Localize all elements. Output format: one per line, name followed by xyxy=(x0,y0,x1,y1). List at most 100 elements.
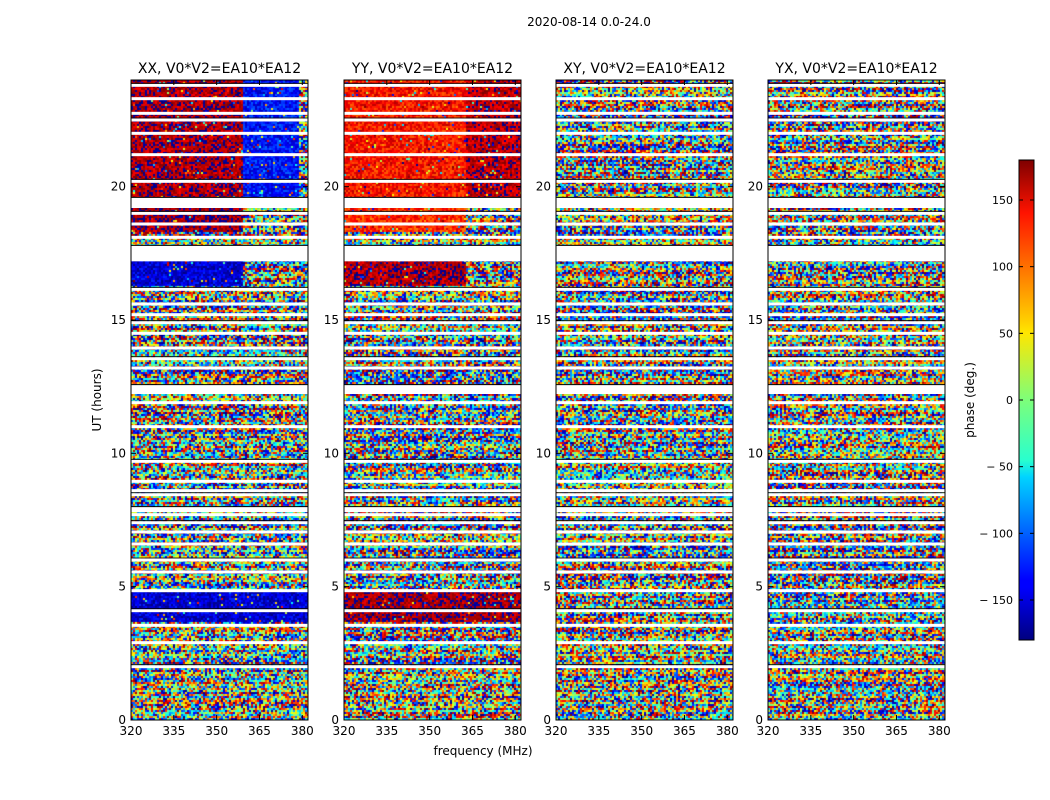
flagged-row xyxy=(344,302,521,306)
flagged-row xyxy=(556,479,733,483)
flagged-row xyxy=(344,489,521,493)
flagged-row xyxy=(768,641,945,645)
y-tick-label: 5 xyxy=(755,580,763,594)
y-tick-label: 10 xyxy=(324,446,339,460)
flagged-row xyxy=(768,401,945,405)
y-tick-label: 15 xyxy=(536,313,551,327)
flagged-row xyxy=(131,570,308,574)
flagged-row xyxy=(768,97,945,101)
flagged-row xyxy=(344,83,521,87)
panel-frame xyxy=(555,79,734,721)
x-tick-label: 320 xyxy=(545,724,568,738)
flagged-row xyxy=(556,623,733,627)
y-axis-label: UT (hours) xyxy=(90,368,104,431)
flagged-gap xyxy=(768,384,945,394)
heatmap-yx xyxy=(768,80,945,720)
flagged-row xyxy=(131,179,308,183)
panel-frame xyxy=(130,79,309,721)
flagged-row xyxy=(131,83,308,87)
flagged-row xyxy=(344,313,521,317)
flagged-row xyxy=(131,589,308,593)
flagged-row xyxy=(131,401,308,405)
flagged-row xyxy=(131,331,308,335)
colorbar-tick-label: 100 xyxy=(992,261,1013,274)
flagged-row xyxy=(556,665,733,669)
flagged-gap xyxy=(131,245,308,262)
flagged-row xyxy=(344,366,521,370)
y-tick-label: 5 xyxy=(543,580,551,594)
flagged-row xyxy=(131,302,308,306)
figure-suptitle: 2020-08-14 0.0-24.0 xyxy=(527,15,651,29)
flagged-row xyxy=(768,366,945,370)
y-tick-label: 0 xyxy=(118,713,126,727)
flagged-row xyxy=(556,346,733,350)
flagged-gap xyxy=(556,197,733,208)
colorbar-tick-label: − 100 xyxy=(979,527,1013,540)
flagged-row xyxy=(556,425,733,429)
flagged-row xyxy=(344,570,521,574)
x-tick-label: 380 xyxy=(928,724,951,738)
flagged-row xyxy=(344,459,521,463)
flagged-row xyxy=(556,111,733,115)
flagged-row xyxy=(768,118,945,122)
flagged-row xyxy=(344,623,521,627)
y-tick-label: 20 xyxy=(748,180,763,194)
flagged-row xyxy=(556,641,733,645)
flagged-row xyxy=(768,331,945,335)
flagged-row xyxy=(556,302,733,306)
flagged-row xyxy=(556,570,733,574)
flagged-row xyxy=(344,131,521,135)
x-tick-label: 365 xyxy=(248,724,271,738)
y-tick-label: 10 xyxy=(748,446,763,460)
flagged-gap xyxy=(344,384,521,394)
flagged-row xyxy=(131,609,308,613)
flagged-row xyxy=(768,321,945,325)
flagged-row xyxy=(768,570,945,574)
flagged-row xyxy=(556,521,733,525)
flagged-row xyxy=(768,287,945,291)
x-tick-label: 320 xyxy=(757,724,780,738)
flagged-row xyxy=(556,235,733,239)
flagged-gap xyxy=(344,197,521,208)
flagged-row xyxy=(131,118,308,122)
panel-xx: XX, V0*V2=EA10*EA12 320 335 350 365 380 0 5 10 15… xyxy=(111,61,314,738)
colorbar-tick-label: − 150 xyxy=(979,594,1013,607)
y-tick-label: 10 xyxy=(536,446,551,460)
flagged-row xyxy=(131,425,308,429)
flagged-row xyxy=(768,609,945,613)
flagged-row xyxy=(131,521,308,525)
flagged-gap xyxy=(768,506,945,512)
flagged-row xyxy=(344,425,521,429)
flagged-row xyxy=(768,521,945,525)
heatmap-canvas-xx xyxy=(131,80,308,720)
flagged-gap xyxy=(344,506,521,512)
flagged-row xyxy=(556,489,733,493)
flagged-row xyxy=(344,589,521,593)
flagged-row xyxy=(556,222,733,226)
flagged-row xyxy=(344,530,521,534)
flagged-row xyxy=(344,641,521,645)
flagged-row xyxy=(131,558,308,562)
flagged-row xyxy=(556,366,733,370)
x-tick-label: 365 xyxy=(673,724,696,738)
y-tick-label: 5 xyxy=(118,580,126,594)
flagged-row xyxy=(768,542,945,546)
flagged-row xyxy=(768,493,945,497)
flagged-row xyxy=(131,222,308,226)
flagged-row xyxy=(768,131,945,135)
flagged-row xyxy=(131,111,308,115)
heatmap-xx xyxy=(131,80,308,720)
flagged-row xyxy=(344,235,521,239)
flagged-row xyxy=(556,131,733,135)
flagged-row xyxy=(344,346,521,350)
flagged-row xyxy=(768,357,945,361)
flagged-gap xyxy=(768,197,945,208)
flagged-row xyxy=(768,513,945,517)
flagged-row xyxy=(768,623,945,627)
x-tick-label: 335 xyxy=(587,724,610,738)
colorbar-ticks: 150 100 50 0 − 50 − 100 − 150 xyxy=(979,194,1034,607)
flagged-row xyxy=(556,589,733,593)
flagged-row xyxy=(131,641,308,645)
flagged-row xyxy=(556,83,733,87)
colorbar-label: phase (deg.) xyxy=(963,362,977,438)
